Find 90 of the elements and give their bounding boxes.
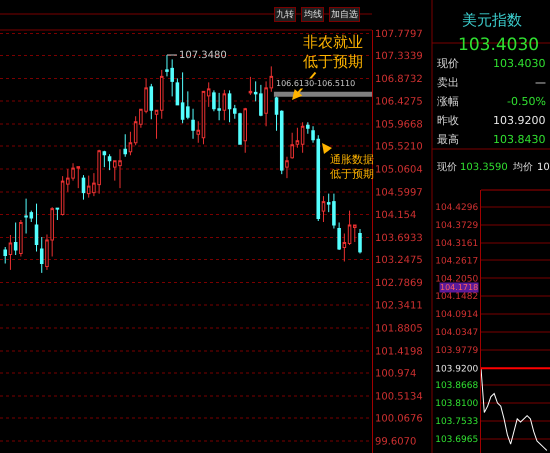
candlestick [40,236,44,274]
candlestick [285,156,289,179]
y-tick-label: 103.9200 [435,364,478,374]
candlestick [123,134,127,158]
candlestick [19,220,23,257]
y-tick-label: 104.5997 [375,188,423,199]
y-tick-label: 104.154 [375,210,416,221]
text: 103.4030 [458,35,540,55]
y-tick-label: 105.0604 [375,164,423,176]
y-tick-label: 104.2050 [435,274,478,284]
candlestick [300,122,304,154]
candlestick [50,206,54,257]
text: 104.1718 [440,283,478,292]
candlestick [191,108,195,140]
candlestick [150,83,154,120]
candlestick [337,222,341,250]
candlestick [14,222,18,256]
y-tick-label: 105.9668 [375,119,423,130]
text: 103.9200 [493,114,546,127]
y-tick-label: 104.4296 [435,203,478,214]
y-tick-label: 103.6965 [435,435,478,446]
text: 103.3590 [460,162,508,173]
annotation: 非农就业低于预期 [303,33,363,70]
candlestick [243,107,247,154]
candlestick [322,196,326,223]
candlestick [358,228,362,254]
candlestick [108,154,112,171]
y-tick-label: 104.3161 [435,239,478,250]
y-tick-label: 103.2475 [375,255,423,266]
text: 10 [537,162,550,173]
y-tick-label: 100.5134 [375,391,423,402]
y-tick-label: 104.1482 [435,292,478,302]
annotation: 107.3480 [179,50,227,61]
y-tick-label: 102.3411 [375,300,423,312]
y-tick-label: 103.9779 [435,346,478,356]
candlestick [56,208,60,221]
y-tick-label: 106.4275 [375,96,423,108]
text: 现价 [437,161,457,173]
text: 卖出 [437,76,459,89]
y-tick-label: 100.974 [375,368,416,380]
text: 均价 [512,161,533,173]
candlestick [102,150,106,168]
y-tick-label: 101.4198 [375,346,423,358]
text: 美元指数 [462,11,522,29]
band-label: 106.6130-106.5110 [276,79,356,88]
y-tick-label: 104.0347 [435,328,478,338]
y-tick-label: 99.6070 [375,436,416,448]
y-tick-label: 104.3729 [435,221,478,232]
candlestick [144,78,148,114]
y-tick-label: 105.5210 [375,142,423,153]
y-tick-label: 103.8100 [435,399,478,410]
text: — [535,76,546,89]
candlestick [34,203,38,252]
candlestick [222,89,226,121]
y-tick-label: 100.0676 [375,414,423,425]
y-tick-label: 103.6933 [375,232,423,244]
candlestick [170,58,174,97]
y-tick-label: 107.3339 [375,51,423,62]
y-tick-label: 103.7533 [435,417,478,428]
candlestick [3,246,7,264]
candlestick [212,90,216,112]
candlestick [82,174,86,200]
candlestick [342,233,346,262]
text: 涨幅 [437,95,459,108]
text: 最高 [437,133,459,146]
text: 加自选 [331,9,358,20]
text: 现价 [437,57,459,70]
text: 昨收 [437,114,459,127]
text: 均线 [303,9,322,20]
text: 103.8430 [493,133,546,146]
candlestick [45,234,49,270]
candlestick [128,131,132,156]
text: 103.4030 [493,57,546,70]
text: 九转 [276,9,294,20]
candlestick [97,149,101,194]
y-tick-label: 107.7797 [375,29,423,40]
candlestick [217,92,221,121]
y-tick-label: 103.8668 [435,381,478,392]
candlestick [165,54,169,77]
candlestick [248,76,252,96]
y-tick-label: 104.0914 [435,310,478,320]
y-tick-label: 102.7869 [375,278,423,290]
y-tick-label: 106.8732 [375,74,423,86]
y-tick-label: 104.2617 [435,256,478,266]
candlestick [176,78,180,106]
candlestick [8,234,12,270]
line-series [481,368,548,451]
candlestick [306,122,310,134]
text: -0.50% [507,95,546,108]
y-tick-label: 101.8805 [375,323,423,334]
